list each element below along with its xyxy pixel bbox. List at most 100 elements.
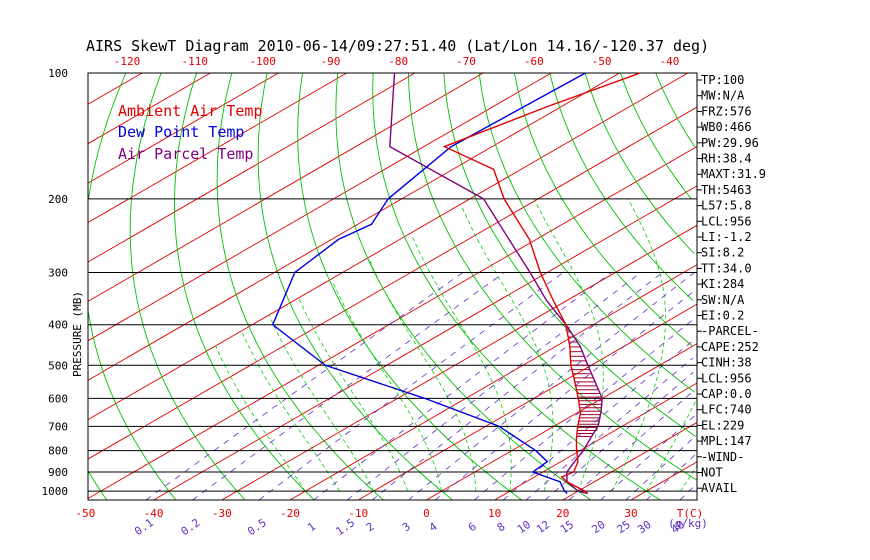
- dry-adiabat: [174, 72, 315, 501]
- mixing-ratio-label: 3: [400, 520, 413, 534]
- mixing-ratio-label: 20: [589, 518, 607, 536]
- dry-adiabat: [584, 72, 695, 254]
- mixing-ratio-line: [434, 289, 696, 501]
- bottom-temp-tick-label: -10: [348, 507, 368, 520]
- mixing-ratio-line: [646, 454, 696, 501]
- mixing-ratio-line: [525, 357, 694, 501]
- bottom-temp-tick-label: 30: [624, 507, 637, 520]
- moist-adiabat: [298, 297, 408, 492]
- legend-ambient-air-temp: Ambient Air Temp: [118, 102, 263, 120]
- mixing-ratio-label: 15: [558, 518, 576, 536]
- moist-adiabat: [533, 198, 604, 492]
- bottom-temp-tick-label: 10: [488, 507, 501, 520]
- isotherm: [87, 72, 552, 342]
- dewpoint-curve: [271, 72, 586, 495]
- stability-index: MAXT:31.9: [701, 167, 766, 181]
- isotherm: [289, 264, 698, 501]
- legend: Ambient Air Temp Dew Point Temp Air Parc…: [118, 102, 263, 163]
- mixing-ratio-label: 30: [635, 518, 653, 536]
- isotherm: [87, 72, 484, 302]
- bottom-temp-tick-label: -20: [280, 507, 300, 520]
- stability-index: -WIND-: [701, 450, 744, 464]
- top-temp-tick-label: -70: [456, 55, 476, 68]
- dry-adiabat: [335, 72, 592, 501]
- mixing-ratio-line: [600, 415, 695, 501]
- pressure-tick-label: 400: [48, 319, 68, 332]
- stability-index: PW:29.96: [701, 136, 759, 150]
- top-temp-tick-label: -120: [114, 55, 141, 68]
- moist-adiabat: [268, 315, 374, 492]
- isotherm: [357, 303, 698, 501]
- stability-index: L57:5.8: [701, 199, 752, 213]
- isotherm: [87, 72, 416, 263]
- chart-title: AIRS SkewT Diagram 2010-06-14/09:27:51.4…: [86, 37, 709, 55]
- bottom-temp-tick-label: -50: [75, 507, 95, 520]
- stability-index: SI:8.2: [701, 246, 744, 260]
- dry-adiabat: [619, 72, 692, 200]
- mixing-ratio-line: [313, 272, 612, 501]
- pressure-tick-label: 600: [48, 392, 68, 405]
- parcel-temp-curve: [389, 72, 603, 495]
- mixing-ratio-line: [192, 272, 505, 501]
- stability-index: NOT: [701, 466, 723, 480]
- stability-index: TH:5463: [701, 183, 752, 197]
- stability-index: CAP:0.0: [701, 387, 752, 401]
- mixing-ratio-label: 6: [466, 520, 479, 534]
- dry-adiabat: [655, 72, 695, 147]
- stability-index: CAPE:252: [701, 340, 759, 354]
- dry-adiabat: [549, 72, 694, 301]
- stability-index: LCL:956: [701, 371, 752, 385]
- dry-adiabat: [257, 72, 453, 501]
- stability-index: MPL:147: [701, 434, 752, 448]
- bottom-temp-tick-label: -40: [144, 507, 164, 520]
- moist-adiabat: [332, 281, 443, 492]
- isotherm: [87, 106, 698, 460]
- mixing-ratio-label: 1: [305, 520, 318, 534]
- dry-adiabat: [87, 72, 177, 501]
- ambient-temp-curve: [442, 72, 641, 495]
- moist-adiabat: [369, 259, 477, 492]
- mixing-ratio-label: 12: [534, 518, 552, 536]
- legend-dew-point-temp: Dew Point Temp: [118, 123, 244, 141]
- isotherm: [562, 422, 698, 501]
- mixing-ratio-label: 0.5: [245, 516, 269, 538]
- pressure-tick-label: 300: [48, 267, 68, 280]
- pressure-tick-label: 800: [48, 445, 68, 458]
- mixing-ratio-line: [145, 272, 464, 501]
- mixing-ratio-line: [544, 372, 694, 501]
- dry-adiabat: [513, 72, 693, 347]
- mixing-ratio-line: [371, 272, 663, 501]
- bottom-temp-tick-label: 20: [556, 507, 569, 520]
- mixing-ratio-line: [258, 272, 564, 501]
- pressure-tick-label: 1000: [42, 485, 69, 498]
- top-temp-tick-label: -90: [320, 55, 340, 68]
- dry-adiabat: [443, 72, 696, 437]
- skewt-grid: [87, 72, 698, 501]
- isotherm: [87, 72, 279, 184]
- mixing-ratio-label: 8: [495, 520, 508, 534]
- stability-index: WB0:466: [701, 120, 752, 134]
- isotherm: [494, 382, 698, 501]
- bottom-temp-tick-label: -30: [212, 507, 232, 520]
- sounding-curves: [271, 72, 641, 495]
- top-temp-tick-label: -40: [659, 55, 679, 68]
- mixing-ratio-label: 25: [614, 518, 632, 536]
- moist-adiabat: [215, 345, 306, 492]
- pressure-tick-label: 900: [48, 466, 68, 479]
- stability-index: LCL:956: [701, 214, 752, 228]
- stability-index: TP:100: [701, 73, 744, 87]
- isotherm: [87, 72, 620, 381]
- pressure-tick-label: 200: [48, 193, 68, 206]
- stability-index: LFC:740: [701, 403, 752, 417]
- pressure-tick-label: 700: [48, 420, 68, 433]
- mixing-ratio-label: 2: [364, 520, 377, 534]
- stability-index: KI:284: [701, 277, 744, 291]
- stability-index: MW:N/A: [701, 89, 745, 103]
- stability-index: LI:-1.2: [701, 230, 752, 244]
- stability-index: CINH:38: [701, 356, 752, 370]
- dry-adiabat: [89, 73, 107, 500]
- mixing-ratio-unit: (g/kg): [668, 517, 708, 530]
- mixing-ratio-label: 4: [427, 520, 440, 535]
